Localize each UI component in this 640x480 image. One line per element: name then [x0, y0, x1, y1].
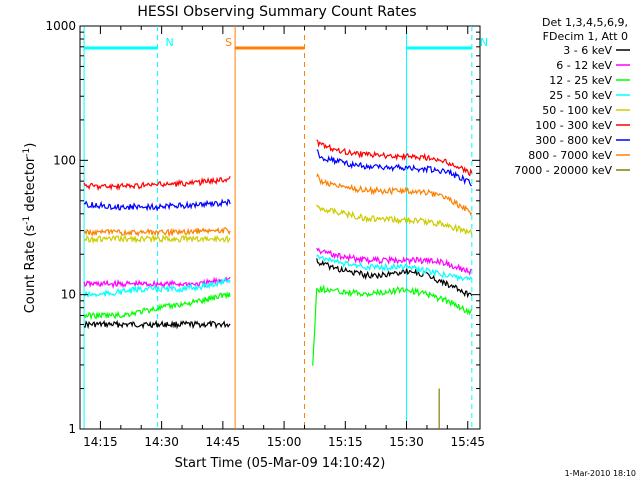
legend-entry-label: 50 - 100 keV: [542, 104, 612, 117]
x-tick-label: 14:30: [144, 435, 179, 449]
series-layer: [83, 139, 473, 429]
series-800-7000-kev: [83, 172, 473, 238]
y-axis-label-sup1: -1: [22, 216, 32, 225]
legend-header: FDecim 1, Att 0: [543, 30, 628, 43]
annotation-label-n: N: [166, 36, 174, 49]
legend: Det 1,3,4,5,6,9,FDecim 1, Att 03 - 6 keV…: [514, 16, 630, 177]
y-axis-label: Count Rate (s-1 detector-1): [22, 143, 38, 314]
series-segment: [316, 204, 473, 236]
y-tick-label: 1000: [45, 19, 76, 33]
series-3-6-kev: [83, 258, 473, 330]
series-segment: [83, 277, 231, 298]
series-300-800-kev: [83, 149, 472, 212]
x-tick-label: 15:45: [450, 435, 485, 449]
legend-entry-label: 12 - 25 keV: [549, 74, 612, 87]
series-segment: [316, 149, 472, 187]
legend-entry-label: 7000 - 20000 keV: [514, 164, 612, 177]
series-segment: [312, 284, 473, 366]
series-50-100-kev: [83, 204, 473, 245]
x-axis-ticks: 14:15 14:30 14:45 15:00 15:15 15:30 15:45: [79, 26, 485, 449]
series-segment: [83, 234, 231, 245]
series-segment: [316, 172, 473, 217]
legend-header: Det 1,3,4,5,6,9,: [542, 16, 628, 29]
footer-timestamp: 1-Mar-2010 18:10: [565, 469, 636, 478]
y-tick-label: 10: [61, 288, 76, 302]
x-tick-label: 15:15: [328, 435, 363, 449]
legend-entry-label: 800 - 7000 keV: [528, 149, 612, 162]
y-axis-label-end: ): [23, 143, 38, 148]
series-12-25-kev: [83, 284, 473, 366]
series-segment: [83, 319, 231, 330]
legend-entry-label: 6 - 12 keV: [556, 59, 612, 72]
y-axis-label-main: Count Rate (s: [23, 225, 38, 314]
x-axis-label: Start Time (05-Mar-09 14:10:42): [175, 456, 386, 471]
series-segment: [83, 198, 231, 212]
series-segment: [316, 253, 473, 283]
series-segment: [83, 290, 231, 321]
series-segment: [83, 176, 231, 192]
x-tick-label: 15:30: [389, 435, 424, 449]
x-tick-label: 15:00: [267, 435, 302, 449]
x-tick-label: 14:15: [83, 435, 118, 449]
legend-entry-label: 100 - 300 keV: [535, 119, 612, 132]
legend-entry-label: 25 - 50 keV: [549, 89, 612, 102]
legend-entry-label: 300 - 800 keV: [535, 134, 612, 147]
legend-entry-label: 3 - 6 keV: [563, 44, 612, 57]
annotation-label-s: S: [225, 36, 232, 49]
y-tick-label: 1: [68, 422, 76, 436]
y-tick-label: 100: [53, 153, 76, 167]
series-100-300-kev: [83, 139, 473, 192]
series-segment: [316, 247, 472, 276]
annotation-label-n: N: [480, 36, 488, 49]
mode-annotations: N NS: [83, 26, 488, 429]
plot-frame: [79, 25, 481, 430]
chart-title: HESSI Observing Summary Count Rates: [137, 4, 416, 20]
series-25-50-kev: [83, 253, 473, 298]
y-axis-label-sup2: -1: [22, 148, 32, 157]
series-segment: [83, 226, 231, 238]
x-tick-label: 14:45: [206, 435, 241, 449]
y-axis-ticks: 1 10 100 1000: [45, 19, 480, 436]
series-segment: [316, 258, 473, 299]
series-segment: [316, 139, 473, 177]
y-axis-label-mid: detector: [23, 156, 38, 216]
